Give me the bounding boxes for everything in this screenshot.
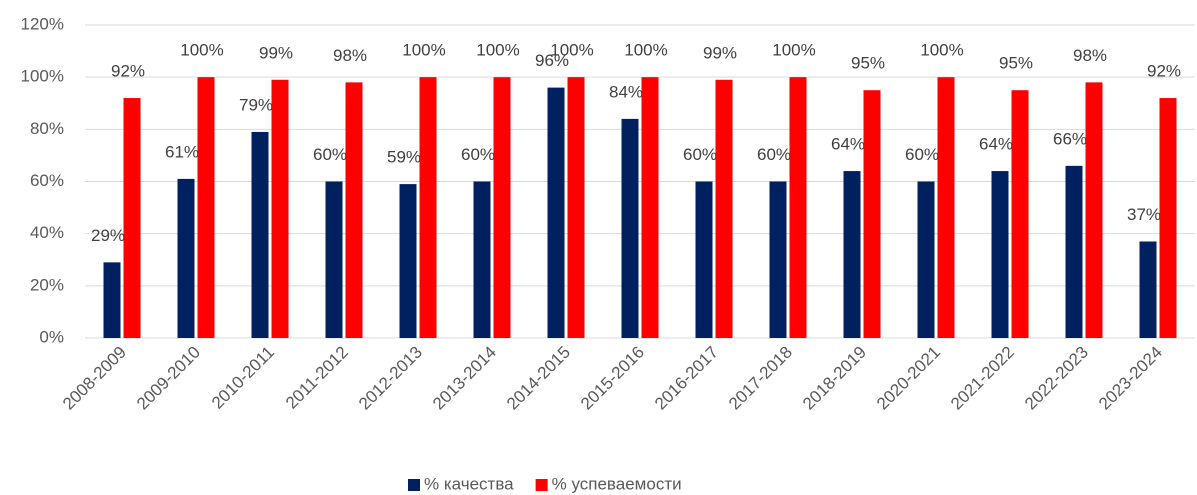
data-label: 60% [313, 145, 347, 164]
x-tick-label: 2008-2009 [59, 343, 130, 414]
bar [345, 82, 363, 338]
y-tick-label: 120% [21, 14, 64, 33]
x-tick-label: 2013-2014 [429, 343, 500, 414]
data-label: 100% [550, 41, 593, 60]
data-label: 64% [831, 135, 865, 154]
data-label: 95% [999, 54, 1033, 73]
data-label: 79% [239, 95, 273, 114]
data-label: 96% [535, 51, 569, 70]
bar [399, 184, 417, 338]
bar [473, 181, 491, 338]
bar [493, 77, 511, 339]
y-tick-label: 0% [39, 327, 64, 346]
data-label: 100% [402, 41, 445, 60]
bar [1139, 241, 1157, 338]
data-label: 60% [683, 145, 717, 164]
data-label: 100% [476, 41, 519, 60]
bar [567, 77, 585, 339]
bar [177, 178, 195, 338]
data-label: 60% [461, 145, 495, 164]
data-label: 98% [1073, 46, 1107, 65]
x-tick-label: 2015-2016 [577, 343, 648, 414]
bar [1159, 98, 1177, 339]
bar [325, 181, 343, 338]
data-label: 66% [1053, 129, 1087, 148]
data-label: 84% [609, 82, 643, 101]
data-label: 60% [905, 145, 939, 164]
bar [103, 262, 121, 338]
data-label: 29% [91, 226, 125, 245]
bar [197, 77, 215, 339]
data-label: 95% [851, 54, 885, 73]
x-tick-label: 2014-2015 [503, 343, 574, 414]
bar [419, 77, 437, 339]
bar [937, 77, 955, 339]
data-label: 99% [259, 43, 293, 62]
bar [789, 77, 807, 339]
x-tick-label: 2009-2010 [133, 343, 204, 414]
bar [863, 90, 881, 338]
bar [917, 181, 935, 338]
bar [991, 171, 1009, 338]
data-label: 100% [624, 41, 667, 60]
x-tick-label: 2022-2023 [1021, 343, 1092, 414]
y-tick-label: 100% [21, 67, 64, 86]
data-label: 100% [180, 41, 223, 60]
bar [715, 79, 733, 339]
y-tick-label: 40% [30, 223, 64, 242]
x-tick-label: 2017-2018 [725, 343, 796, 414]
legend-swatch [535, 479, 548, 491]
legend-label: % успеваемости [552, 474, 682, 493]
x-tick-label: 2012-2013 [355, 343, 426, 414]
y-tick-label: 20% [30, 275, 64, 294]
x-tick-label: 2011-2012 [282, 343, 352, 413]
data-label: 64% [979, 135, 1013, 154]
x-tick-label: 2018-2019 [799, 343, 870, 414]
x-tick-label: 2010-2011 [208, 343, 278, 413]
data-label: 37% [1127, 205, 1161, 224]
bar [621, 118, 639, 339]
data-label: 61% [165, 142, 199, 161]
y-tick-label: 60% [30, 171, 64, 190]
data-label: 99% [703, 43, 737, 62]
bar [123, 98, 141, 339]
data-label: 92% [1147, 62, 1181, 81]
bar [641, 77, 659, 339]
legend-label: % качества [424, 474, 514, 493]
x-tick-label: 2020-2021 [873, 343, 944, 414]
bar [251, 131, 269, 338]
x-tick-label: 2016-2017 [651, 343, 722, 414]
bar [1011, 90, 1029, 338]
x-tick-label: 2021-2022 [947, 343, 1018, 414]
x-tick-label: 2023-2024 [1095, 343, 1166, 414]
y-tick-label: 80% [30, 119, 64, 138]
bar [1085, 82, 1103, 338]
data-label: 100% [772, 41, 815, 60]
data-label: 60% [757, 145, 791, 164]
data-label: 98% [333, 46, 367, 65]
bar [769, 181, 787, 338]
data-label: 92% [111, 62, 145, 81]
bar [547, 87, 565, 338]
data-label: 59% [387, 148, 421, 167]
legend-swatch [408, 479, 420, 491]
bar [843, 171, 861, 338]
bar [271, 79, 289, 339]
data-label: 100% [920, 41, 963, 60]
bar [1065, 165, 1083, 338]
bar [695, 181, 713, 338]
